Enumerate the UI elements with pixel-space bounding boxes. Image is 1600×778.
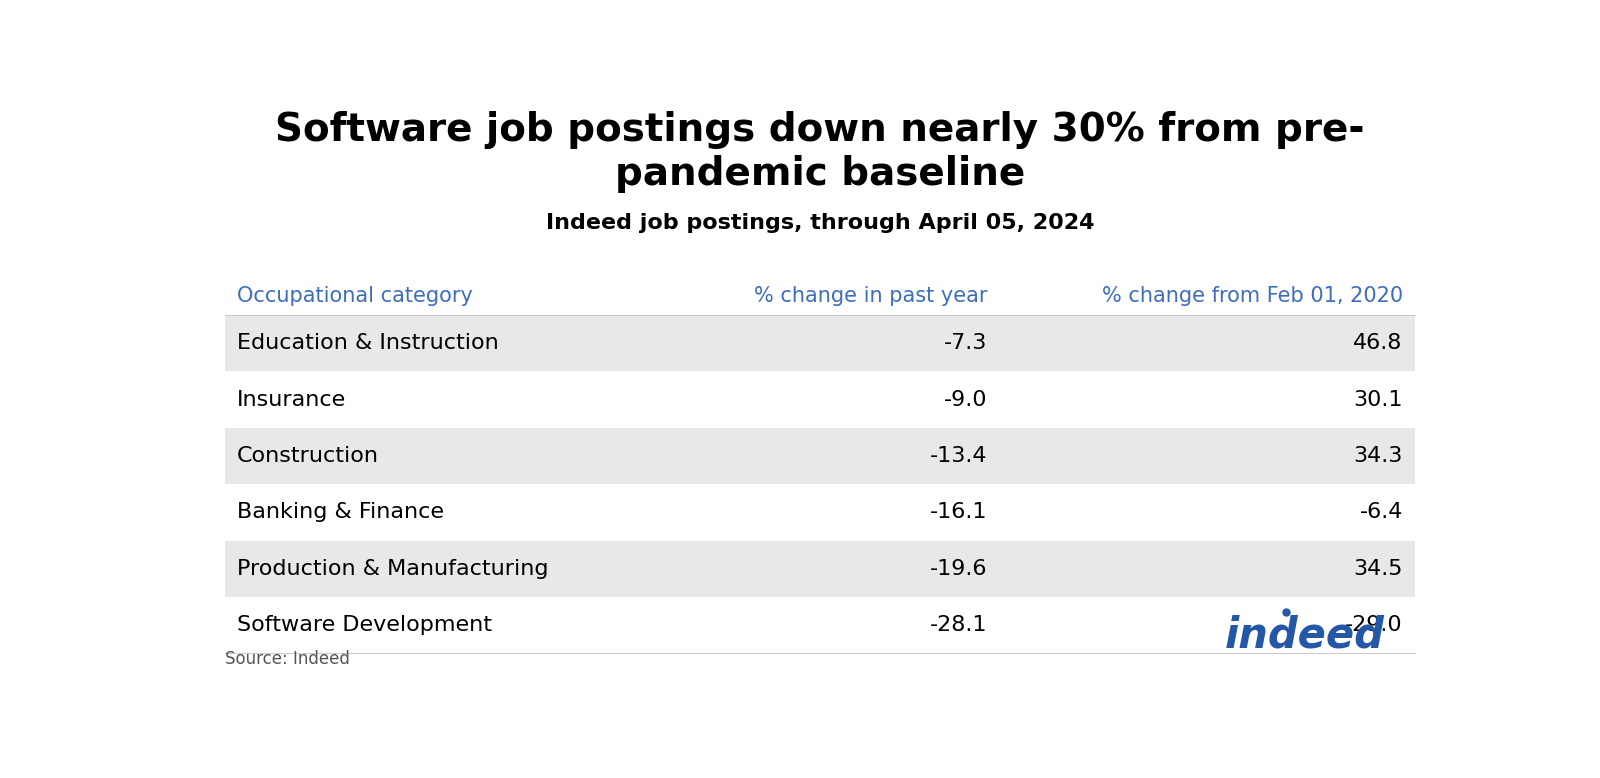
Bar (224, 484, 1414, 541)
Text: Occupational category: Occupational category (237, 286, 474, 306)
Text: 46.8: 46.8 (1354, 333, 1403, 353)
Text: 30.1: 30.1 (1354, 390, 1403, 410)
Text: Software Development: Software Development (237, 615, 493, 636)
Bar (224, 541, 1414, 597)
Text: -28.1: -28.1 (930, 615, 987, 636)
Text: Production & Manufacturing: Production & Manufacturing (237, 559, 549, 579)
Text: 34.5: 34.5 (1354, 559, 1403, 579)
Text: Software job postings down nearly 30% from pre-
pandemic baseline: Software job postings down nearly 30% fr… (275, 111, 1365, 193)
Text: -9.0: -9.0 (944, 390, 987, 410)
Bar (224, 597, 1414, 654)
Text: -13.4: -13.4 (930, 446, 987, 466)
Text: Indeed job postings, through April 05, 2024: Indeed job postings, through April 05, 2… (546, 213, 1094, 233)
Text: % change from Feb 01, 2020: % change from Feb 01, 2020 (1102, 286, 1403, 306)
Text: -6.4: -6.4 (1360, 503, 1403, 523)
Text: 34.3: 34.3 (1354, 446, 1403, 466)
Bar (224, 371, 1414, 428)
Text: -16.1: -16.1 (930, 503, 987, 523)
Text: Insurance: Insurance (237, 390, 347, 410)
Text: -29.0: -29.0 (1346, 615, 1403, 636)
Text: Banking & Finance: Banking & Finance (237, 503, 445, 523)
Text: -19.6: -19.6 (930, 559, 987, 579)
Text: % change in past year: % change in past year (754, 286, 987, 306)
Text: Source: Indeed: Source: Indeed (224, 650, 350, 668)
Bar (224, 315, 1414, 371)
Bar (224, 428, 1414, 484)
Text: Construction: Construction (237, 446, 379, 466)
Text: indeed: indeed (1224, 615, 1384, 657)
Text: -7.3: -7.3 (944, 333, 987, 353)
Text: Education & Instruction: Education & Instruction (237, 333, 499, 353)
